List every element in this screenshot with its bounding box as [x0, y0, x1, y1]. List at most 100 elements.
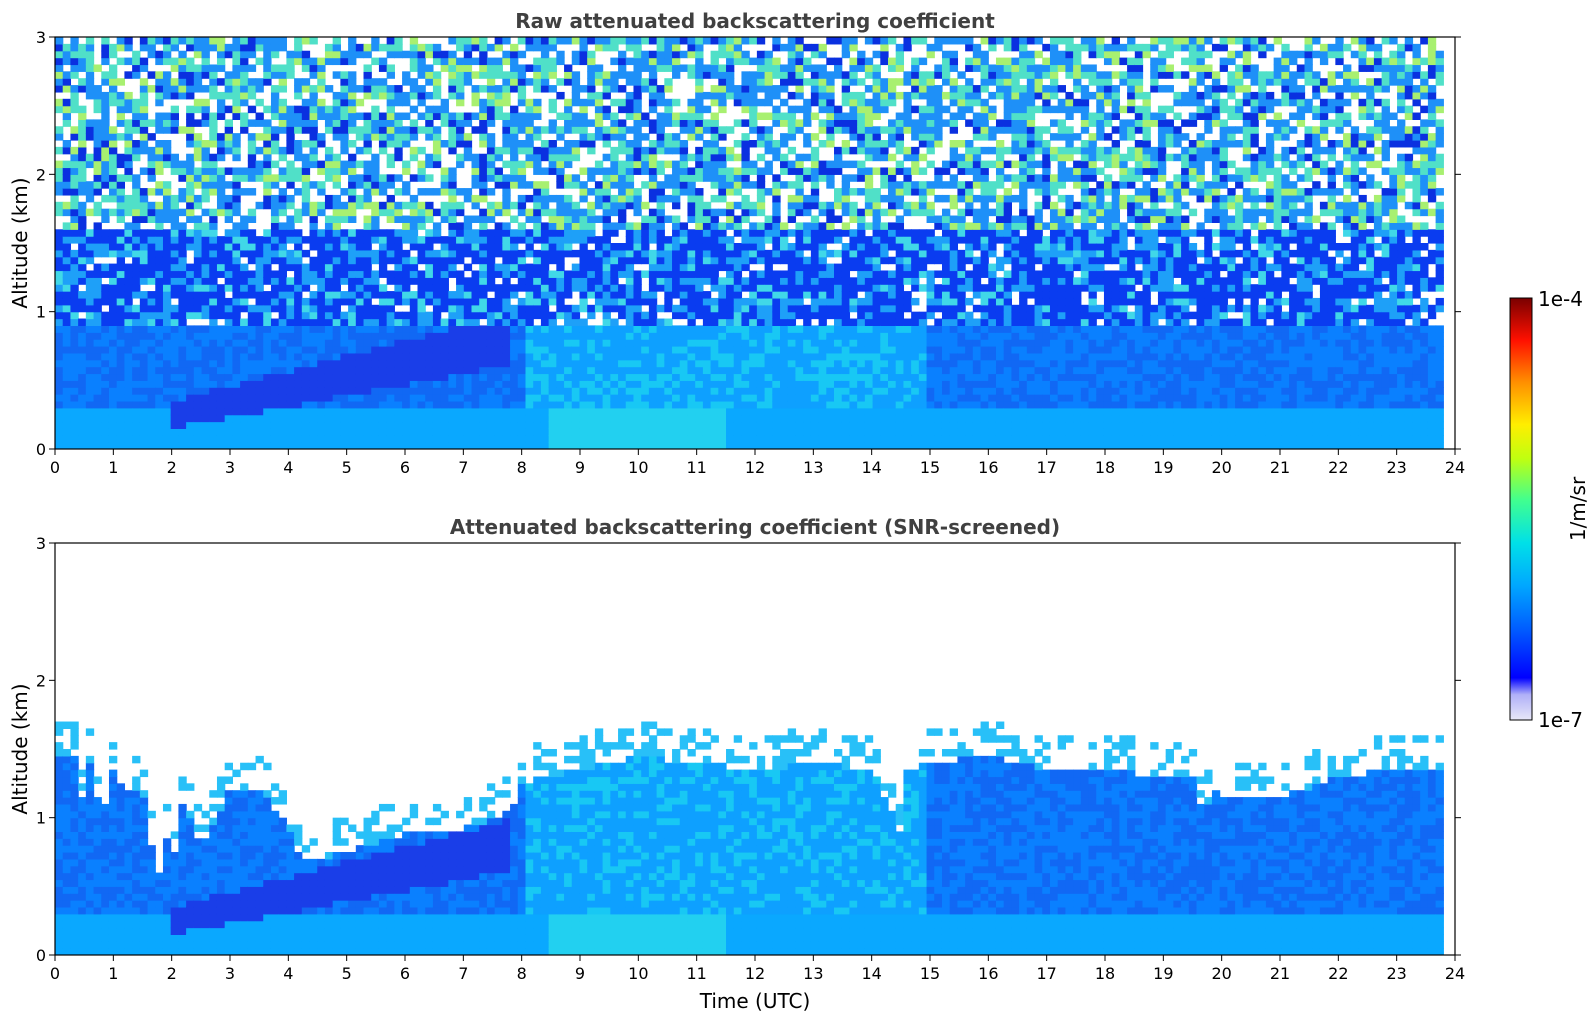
heatmap-cell [633, 284, 642, 292]
heatmap-cell [556, 407, 565, 416]
heatmap-cell [687, 284, 696, 292]
heatmap-cell [625, 400, 635, 409]
heatmap-cell [648, 291, 658, 299]
heatmap-cell [486, 366, 496, 375]
heatmap-cell [363, 304, 372, 313]
heatmap-cell [525, 428, 534, 436]
heatmap-cell [178, 284, 187, 292]
heatmap-cell [309, 229, 318, 237]
heatmap-cell [571, 346, 581, 354]
heatmap-cell [548, 160, 557, 169]
heatmap-cell [201, 435, 210, 443]
heatmap-cell [664, 387, 673, 395]
heatmap-cell [371, 229, 380, 237]
heatmap-cell [409, 332, 419, 340]
heatmap-cell [186, 263, 195, 272]
heatmap-cell [324, 215, 334, 223]
heatmap-cell [540, 37, 550, 45]
heatmap-cell [610, 249, 619, 258]
heatmap-cell [394, 256, 403, 265]
heatmap-cell [193, 119, 203, 127]
heatmap-cell [756, 50, 766, 59]
heatmap-cell [780, 256, 789, 265]
heatmap-cell [216, 153, 226, 162]
heatmap-cell [579, 188, 588, 196]
heatmap-cell [371, 85, 380, 93]
heatmap-cell [263, 43, 272, 52]
heatmap-cell [116, 380, 126, 388]
heatmap-cell [209, 394, 218, 402]
heatmap-cell [62, 57, 72, 66]
heatmap-cell [664, 256, 673, 265]
heatmap-cell [286, 311, 295, 320]
heatmap-cell [263, 201, 272, 210]
heatmap-cell [702, 359, 712, 368]
heatmap-cell [340, 236, 349, 244]
heatmap-cell [93, 133, 102, 141]
heatmap-cell [386, 140, 395, 148]
heatmap-cell [332, 339, 341, 347]
heatmap-cell [510, 346, 519, 354]
heatmap-cell [702, 325, 712, 333]
heatmap-cell [679, 352, 689, 361]
heatmap-cell [270, 215, 280, 223]
heatmap-cell [232, 414, 241, 423]
heatmap-cell [587, 78, 596, 86]
heatmap-cell [162, 400, 172, 409]
heatmap-cell [201, 188, 210, 196]
heatmap-cell [355, 236, 365, 244]
heatmap-cell [648, 400, 658, 409]
heatmap-cell [656, 91, 665, 100]
heatmap-cell [371, 352, 380, 361]
heatmap-cell [201, 366, 210, 375]
heatmap-cell [409, 346, 419, 354]
heatmap-cell [425, 352, 434, 361]
heatmap-cell [340, 50, 349, 59]
heatmap-cell [687, 256, 696, 265]
heatmap-cell [756, 78, 766, 86]
heatmap-cell [93, 263, 102, 272]
heatmap-cell [394, 85, 403, 93]
heatmap-cell [787, 284, 797, 292]
heatmap-cell [648, 119, 658, 127]
heatmap-cell [101, 346, 110, 354]
heatmap-cell [525, 435, 534, 443]
heatmap-cell [448, 126, 457, 134]
heatmap-cell [340, 339, 349, 347]
heatmap-cell [556, 222, 565, 230]
heatmap-cell [193, 43, 203, 52]
heatmap-cell [602, 366, 611, 375]
heatmap-cell [564, 325, 573, 333]
heatmap-cell [301, 160, 311, 169]
heatmap-cell [332, 435, 341, 443]
heatmap-cell [232, 146, 241, 155]
heatmap-cell [718, 291, 727, 299]
heatmap-cell [240, 98, 249, 107]
heatmap-cell [656, 373, 665, 381]
heatmap-cell [533, 229, 542, 237]
heatmap-cell [571, 373, 581, 381]
heatmap-cell [618, 50, 627, 59]
heatmap-cell [618, 311, 627, 320]
heatmap-cell [618, 215, 627, 223]
heatmap-cell [301, 194, 311, 203]
heatmap-cell [594, 352, 604, 361]
heatmap-cell [702, 119, 712, 127]
heatmap-cell [648, 318, 658, 326]
heatmap-cell [756, 387, 766, 395]
heatmap-cell [556, 263, 565, 272]
heatmap-cell [548, 243, 557, 251]
heatmap-cell [378, 407, 388, 416]
heatmap-cell [324, 256, 334, 265]
heatmap-cell [672, 222, 681, 230]
heatmap-cell [348, 85, 357, 93]
heatmap-cell [702, 291, 712, 299]
heatmap-cell [448, 146, 457, 155]
heatmap-cell [216, 366, 226, 375]
heatmap-cell [610, 43, 619, 52]
heatmap-cell [124, 311, 133, 320]
heatmap-cell [294, 105, 303, 114]
heatmap-cell [55, 352, 64, 361]
heatmap-cell [294, 229, 303, 237]
heatmap-cell [286, 325, 295, 333]
